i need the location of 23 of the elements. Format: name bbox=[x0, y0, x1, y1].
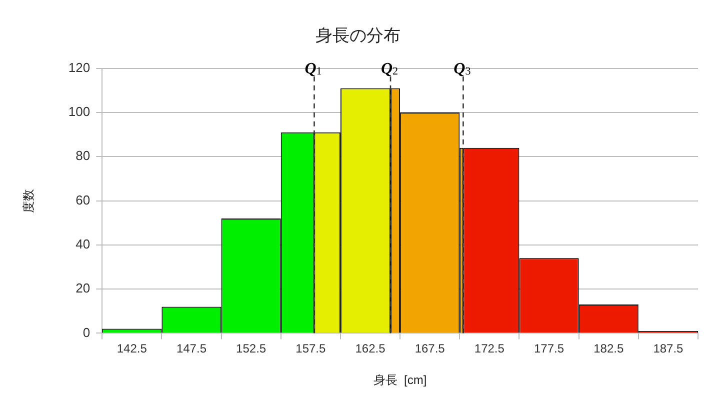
x-tick-label: 147.5 bbox=[176, 342, 207, 356]
ref-line-label: Q3 bbox=[454, 60, 472, 78]
x-tick-label: 142.5 bbox=[116, 342, 148, 356]
x-tick-label: 167.5 bbox=[414, 342, 446, 356]
y-tick-label: 60 bbox=[76, 192, 90, 208]
y-tick-label: 80 bbox=[76, 148, 90, 164]
chart-title: 身長の分布 bbox=[316, 26, 400, 45]
y-tick-label: 0 bbox=[82, 324, 90, 340]
x-tick-label: 152.5 bbox=[236, 342, 266, 356]
x-tick-label: 187.5 bbox=[653, 342, 684, 356]
ref-line-label: Q2 bbox=[380, 60, 398, 78]
y-tick-label: 40 bbox=[76, 236, 90, 252]
y-axis-title: 度数 bbox=[22, 188, 36, 213]
x-tick-label: 157.5 bbox=[296, 342, 326, 356]
x-axis-title: 身長 [cm] bbox=[373, 373, 427, 388]
y-tick-label: 20 bbox=[76, 280, 90, 296]
x-tick-label: 182.5 bbox=[594, 342, 624, 356]
x-tick-label: 177.5 bbox=[534, 342, 564, 356]
x-tick-label: 172.5 bbox=[474, 342, 505, 356]
y-tick-label: 120 bbox=[68, 60, 90, 75]
ref-line-label: Q1 bbox=[304, 60, 322, 78]
y-tick-label: 100 bbox=[68, 104, 90, 120]
x-tick-label: 162.5 bbox=[355, 342, 386, 356]
